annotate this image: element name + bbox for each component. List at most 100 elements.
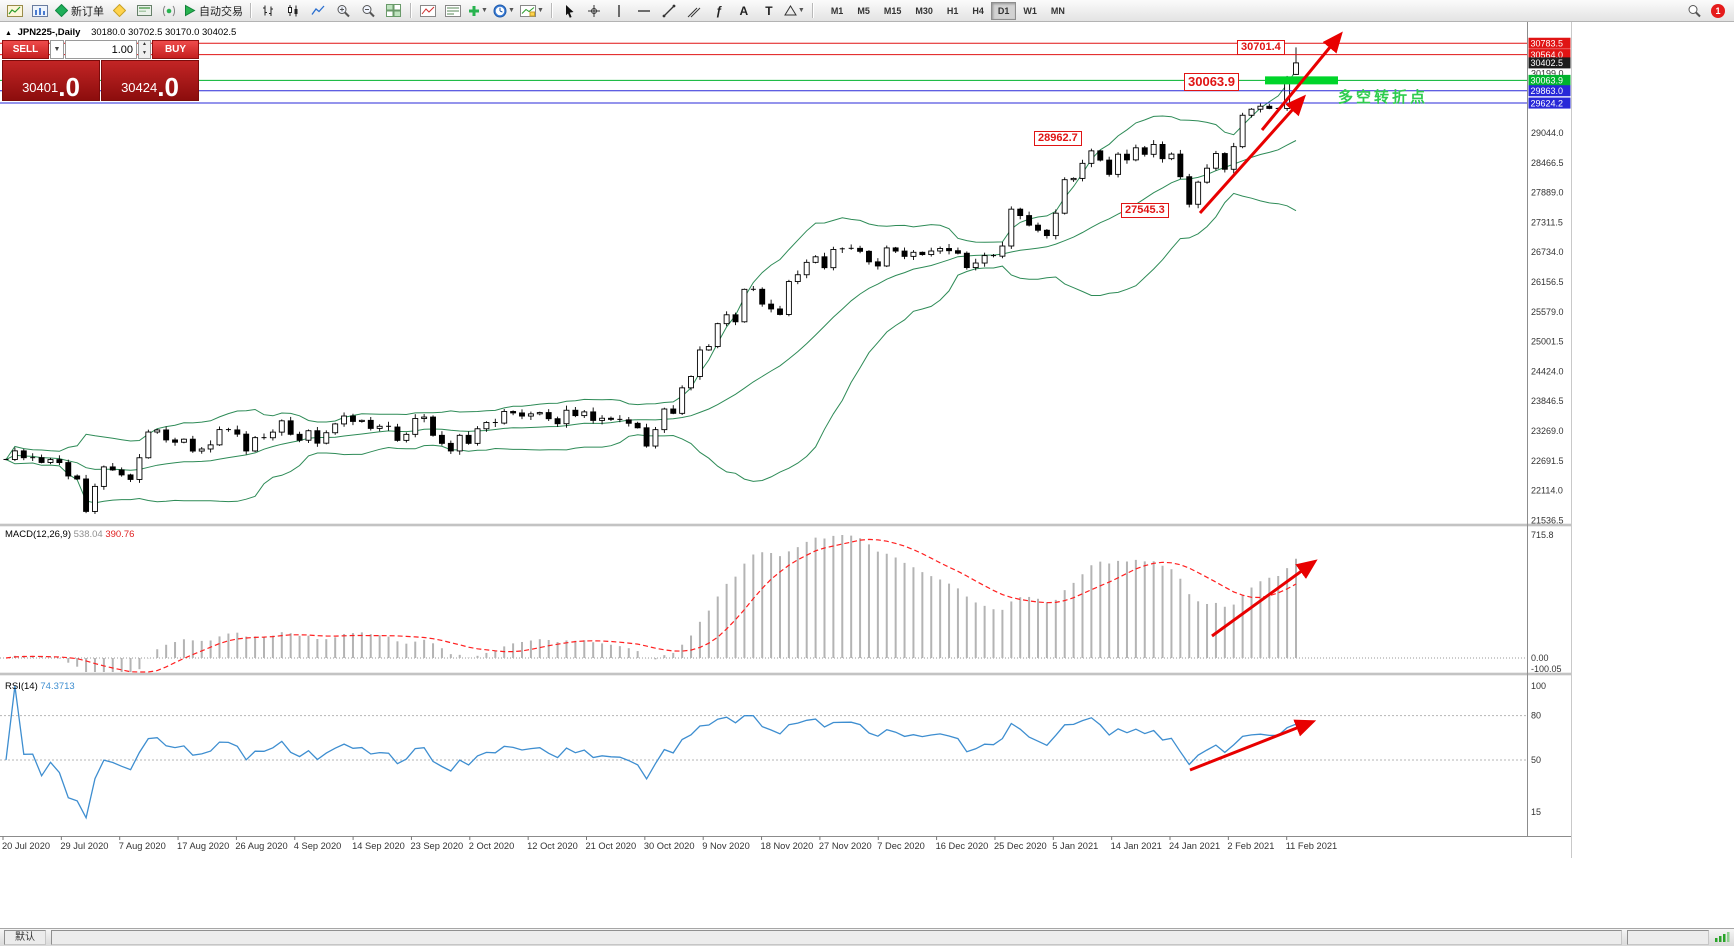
zoom-in-icon[interactable] <box>331 1 355 20</box>
new-order-button[interactable]: 新订单 <box>53 1 106 20</box>
svg-text:50: 50 <box>1531 755 1541 765</box>
horizontal-line-tool-icon[interactable] <box>632 1 656 20</box>
rsi-label: RSI(14) 74.3713 <box>5 681 75 692</box>
svg-text:30 Oct 2020: 30 Oct 2020 <box>644 841 695 851</box>
svg-text:22691.5: 22691.5 <box>1531 456 1564 466</box>
line-chart-icon[interactable] <box>306 1 330 20</box>
collapse-icon[interactable]: ▲ <box>5 30 12 37</box>
candlesticks-icon[interactable] <box>281 1 305 20</box>
svg-text:23846.5: 23846.5 <box>1531 396 1564 406</box>
svg-text:23269.0: 23269.0 <box>1531 426 1564 436</box>
svg-text:26734.0: 26734.0 <box>1531 247 1564 257</box>
zoom-out-icon[interactable] <box>356 1 380 20</box>
timeframe-M30[interactable]: M30 <box>915 5 933 16</box>
svg-text:0.00: 0.00 <box>1531 653 1549 663</box>
shapes-tool-button[interactable]: ▼ <box>782 1 807 20</box>
timeframe-M15[interactable]: M15 <box>883 5 902 16</box>
svg-text:15: 15 <box>1531 807 1541 817</box>
step-down-icon[interactable]: ▼ <box>142 49 147 56</box>
svg-text:9 Nov 2020: 9 Nov 2020 <box>702 841 750 851</box>
svg-text:29044.0: 29044.0 <box>1531 128 1564 138</box>
step-up-icon[interactable]: ▲ <box>142 41 147 47</box>
expert-advisors-icon[interactable] <box>157 1 181 20</box>
price-annotation-level[interactable]: 30063.9 <box>1184 73 1239 91</box>
one-click-trading-panel: SELL ▼ ▲▼ BUY 30401 .0 30424 .0 <box>2 40 199 101</box>
sell-price-display[interactable]: 30401 .0 <box>2 60 100 101</box>
svg-text:30199.0: 30199.0 <box>1531 68 1564 78</box>
chart-profiles-icon[interactable] <box>28 1 52 20</box>
svg-text:-100.05: -100.05 <box>1531 664 1562 674</box>
svg-text:24424.0: 24424.0 <box>1531 366 1564 376</box>
svg-text:7 Aug 2020: 7 Aug 2020 <box>119 841 166 851</box>
indicator-list-icon[interactable] <box>441 1 465 20</box>
macd-value-signal: 390.76 <box>105 529 135 540</box>
status-bar: 默认 <box>0 928 1734 946</box>
buy-price-pips: .0 <box>157 71 179 102</box>
timeframe-MN[interactable]: MN <box>1050 5 1065 16</box>
terminal-icon[interactable] <box>132 1 156 20</box>
autotrading-icon <box>185 4 196 17</box>
plus-icon <box>469 5 480 16</box>
crosshair-tool-icon[interactable] <box>582 1 606 20</box>
trendline-tool-icon[interactable] <box>657 1 681 20</box>
shapes-icon <box>783 5 797 16</box>
svg-text:30564.0: 30564.0 <box>1531 50 1564 60</box>
svg-text:25579.0: 25579.0 <box>1531 307 1564 317</box>
rsi-value: 74.3713 <box>40 681 75 692</box>
timeframe-H1[interactable]: H1 <box>946 5 959 16</box>
svg-text:29 Jul 2020: 29 Jul 2020 <box>60 841 108 851</box>
sell-button[interactable]: SELL <box>2 40 49 59</box>
search-icon[interactable] <box>1682 1 1706 20</box>
volume-dropdown[interactable]: ▼ <box>50 40 64 59</box>
new-order-label: 新订单 <box>71 5 104 18</box>
clock-icon <box>493 4 507 17</box>
label-tool-icon[interactable]: T <box>765 3 773 18</box>
timeframe-toolbar: M1 M5 M15 M30 H1 H4 D1 W1 MN <box>824 1 1072 20</box>
text-tool-icon[interactable]: A <box>739 3 749 18</box>
svg-text:30783.5: 30783.5 <box>1531 38 1564 48</box>
buy-button[interactable]: BUY <box>152 40 199 59</box>
sell-price-main: 30401 <box>22 80 59 95</box>
chevron-down-icon: ▼ <box>797 7 805 14</box>
price-annotation-high[interactable]: 30701.4 <box>1237 40 1285 55</box>
timeframe-D1[interactable]: D1 <box>990 1 1017 20</box>
price-annotation-low[interactable]: 27545.3 <box>1121 203 1169 218</box>
periods-button[interactable]: ▼ <box>491 1 517 20</box>
channel-tool-icon[interactable] <box>682 1 706 20</box>
ohlc-bars-icon[interactable] <box>256 1 280 20</box>
cursor-tool-icon[interactable] <box>557 1 581 20</box>
svg-text:2 Oct 2020: 2 Oct 2020 <box>469 841 514 851</box>
notification-badge[interactable]: 1 <box>1711 3 1725 18</box>
add-indicator-button[interactable]: ▼ <box>466 1 490 20</box>
macd-label: MACD(12,26,9) 538.04 390.76 <box>5 529 135 540</box>
volume-stepper[interactable]: ▲ ▼ <box>138 40 151 59</box>
vertical-line-tool-icon[interactable] <box>607 1 631 20</box>
price-annotation-mid[interactable]: 28962.7 <box>1034 131 1082 146</box>
timeframe-M1[interactable]: M1 <box>830 5 844 16</box>
svg-text:2 Feb 2021: 2 Feb 2021 <box>1227 841 1274 851</box>
chevron-down-icon: ▼ <box>481 7 488 14</box>
autotrading-button[interactable]: 自动交易 <box>182 1 245 20</box>
tile-windows-icon[interactable] <box>381 1 405 20</box>
svg-text:29863.0: 29863.0 <box>1531 86 1564 96</box>
volume-input[interactable] <box>65 40 137 59</box>
metaeditor-icon[interactable] <box>107 1 131 20</box>
price-chart-canvas[interactable]: 30199.0 29044.0 28466.5 27889.0 27311.5 26734… <box>0 22 1572 858</box>
fibonacci-tool-icon[interactable]: ƒ <box>715 3 723 18</box>
timeframe-W1[interactable]: W1 <box>1023 5 1037 16</box>
svg-text:12 Oct 2020: 12 Oct 2020 <box>527 841 578 851</box>
timeframe-M5[interactable]: M5 <box>857 5 870 16</box>
chevron-down-icon: ▼ <box>536 7 544 14</box>
new-order-icon <box>55 4 68 17</box>
symbol-label: JPN225-,Daily <box>17 27 81 38</box>
new-chart-icon[interactable] <box>3 1 27 20</box>
chart-workspace: 30199.0 29044.0 28466.5 27889.0 27311.5 26734… <box>0 22 1734 928</box>
status-cell <box>1627 930 1709 945</box>
profile-button[interactable]: 默认 <box>4 930 46 945</box>
turning-point-note[interactable]: 多空转折点 <box>1338 89 1429 106</box>
templates-button[interactable]: ▼ <box>518 1 546 20</box>
timeframe-H4[interactable]: H4 <box>972 5 984 16</box>
buy-price-display[interactable]: 30424 .0 <box>101 60 199 101</box>
indicators-icon[interactable] <box>416 1 440 20</box>
ohlc-values: 30180.0 30702.5 30170.0 30402.5 <box>91 27 237 38</box>
